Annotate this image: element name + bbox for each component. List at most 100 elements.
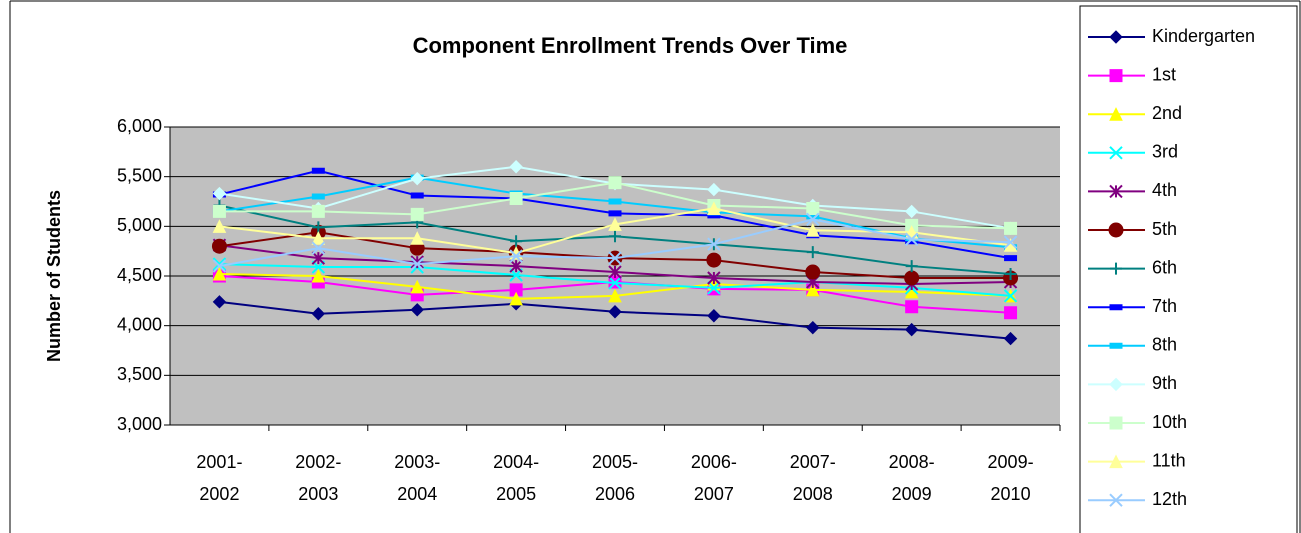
- marker: [1109, 377, 1123, 392]
- marker: [410, 303, 424, 317]
- marker: [1109, 107, 1123, 121]
- chart-title: Component Enrollment Trends Over Time: [413, 33, 848, 58]
- marker: [608, 288, 622, 303]
- x-tick-label: 2007-2008: [790, 452, 836, 504]
- marker: [510, 235, 523, 248]
- marker: [707, 309, 721, 323]
- marker: [311, 251, 326, 265]
- legend-label: 3rd: [1152, 142, 1178, 162]
- x-tick-label: 2005-2006: [592, 452, 638, 504]
- marker: [904, 232, 919, 246]
- marker: [212, 259, 227, 273]
- y-tick-label: 3,500: [117, 364, 162, 384]
- x-tick-label: 2001-2002: [196, 452, 242, 504]
- marker: [509, 283, 523, 297]
- x-tick-label: 2004-2005: [493, 452, 539, 504]
- marker: [608, 251, 622, 265]
- marker: [211, 238, 227, 254]
- marker: [410, 257, 424, 271]
- marker: [311, 268, 326, 283]
- marker: [904, 204, 919, 219]
- x-tick-label: 2006-2007: [691, 452, 737, 504]
- marker: [410, 279, 425, 294]
- legend-label: 5th: [1152, 219, 1177, 239]
- marker: [905, 300, 919, 314]
- legend-label: 4th: [1152, 180, 1177, 200]
- marker: [1004, 255, 1018, 262]
- y-tick-label: 3,000: [117, 414, 162, 434]
- marker: [707, 237, 721, 251]
- marker: [707, 271, 721, 285]
- marker: [608, 305, 622, 319]
- x-tick-label: 2009-2010: [988, 452, 1034, 504]
- marker: [805, 223, 820, 237]
- marker: [1108, 222, 1124, 238]
- marker: [806, 212, 820, 227]
- marker: [410, 207, 424, 221]
- marker: [311, 204, 325, 218]
- marker: [509, 259, 523, 273]
- marker: [1003, 289, 1018, 303]
- legend-label: 2nd: [1152, 103, 1182, 123]
- marker: [410, 231, 425, 245]
- marker: [608, 265, 622, 279]
- x-tick-label: 2003-2004: [394, 452, 440, 504]
- legend-label: Kindergarten: [1152, 26, 1255, 46]
- marker: [706, 252, 722, 268]
- marker: [904, 322, 919, 337]
- marker: [212, 204, 226, 218]
- marker: [1004, 306, 1018, 320]
- marker: [212, 295, 227, 309]
- marker: [1109, 304, 1123, 311]
- marker: [410, 192, 424, 199]
- marker: [509, 192, 523, 206]
- legend-label: 7th: [1152, 296, 1177, 316]
- y-tick-label: 5,000: [117, 215, 162, 235]
- marker: [805, 282, 820, 297]
- marker: [1003, 331, 1018, 346]
- marker: [1109, 454, 1123, 469]
- marker: [608, 176, 622, 190]
- marker: [805, 264, 821, 280]
- marker: [905, 260, 918, 273]
- y-tick-label: 5,500: [117, 165, 162, 185]
- marker: [707, 201, 721, 215]
- marker: [608, 210, 622, 217]
- marker: [410, 171, 424, 186]
- marker: [1109, 69, 1123, 83]
- marker: [1004, 268, 1017, 281]
- marker: [509, 291, 523, 306]
- legend-label: 8th: [1152, 335, 1177, 355]
- marker: [609, 230, 621, 243]
- marker: [410, 255, 424, 269]
- marker: [707, 182, 721, 197]
- y-tick-label: 4,000: [117, 314, 162, 334]
- marker: [1109, 184, 1123, 199]
- marker: [212, 219, 227, 233]
- marker: [1109, 30, 1123, 44]
- marker: [1004, 221, 1018, 235]
- legend-label: 10th: [1152, 412, 1187, 432]
- marker: [212, 186, 227, 201]
- marker: [608, 217, 622, 231]
- marker: [608, 276, 622, 290]
- marker: [1003, 235, 1018, 249]
- marker: [311, 241, 326, 255]
- y-tick-label: 4,500: [117, 265, 162, 285]
- legend-label: 6th: [1152, 257, 1177, 277]
- marker: [1109, 146, 1123, 160]
- marker: [1109, 493, 1123, 507]
- marker: [1109, 342, 1123, 349]
- marker: [509, 160, 523, 174]
- marker: [1109, 416, 1123, 430]
- marker: [806, 201, 820, 215]
- x-tick-label: 2008-2009: [889, 452, 935, 504]
- marker: [806, 246, 819, 259]
- marker: [806, 320, 820, 335]
- x-tick-label: 2002-2003: [295, 452, 341, 504]
- marker: [311, 193, 325, 200]
- marker: [509, 249, 523, 263]
- marker: [212, 266, 227, 281]
- marker: [212, 257, 227, 271]
